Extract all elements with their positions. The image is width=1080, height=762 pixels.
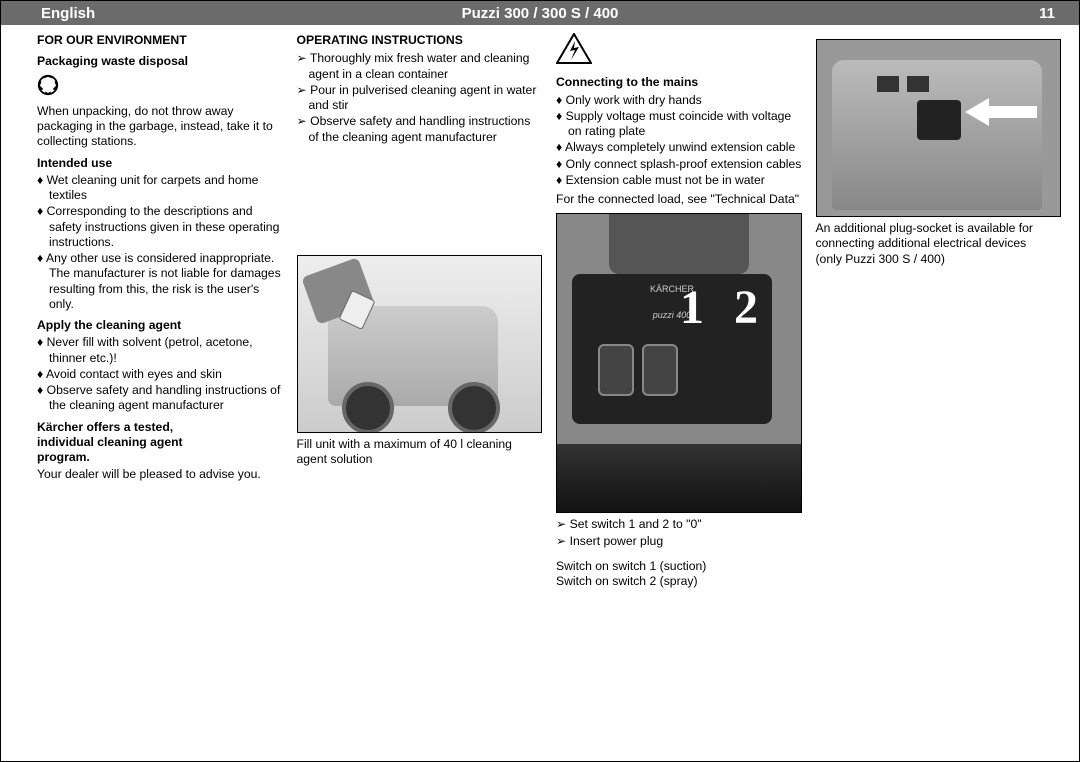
figure-plug-socket: [816, 39, 1062, 217]
figure-switches: KÄRCHER puzzi 400 1 2: [556, 213, 802, 513]
list-operating: Thoroughly mix fresh water and cleaning …: [297, 51, 543, 145]
switch-2: [642, 344, 678, 396]
list-item: Supply voltage must coincide with voltag…: [556, 109, 802, 140]
subtitle-packaging: Packaging waste disposal: [37, 54, 283, 69]
header-language: English: [41, 5, 95, 22]
manual-page: English Puzzi 300 / 300 S / 400 11 FOR O…: [0, 0, 1080, 762]
list-item: Corresponding to the descriptions and sa…: [37, 204, 283, 250]
section-operating-title: OPERATING INSTRUCTIONS: [297, 33, 543, 48]
list-item: Only work with dry hands: [556, 93, 802, 108]
electrical-warning-icon: [556, 54, 592, 68]
list-item: Avoid contact with eyes and skin: [37, 367, 283, 382]
text-models-only: (only Puzzi 300 S / 400): [816, 252, 1062, 267]
text-switch1: Switch on switch 1 (suction): [556, 559, 802, 574]
list-item: Observe safety and handling instructions…: [37, 383, 283, 414]
list-item: Observe safety and handling instructions…: [297, 114, 543, 145]
list-item: Thoroughly mix fresh water and cleaning …: [297, 51, 543, 82]
subtitle-mains: Connecting to the mains: [556, 75, 802, 90]
text-dealer: Your dealer will be pleased to advise yo…: [37, 467, 283, 482]
section-environment-title: FOR OUR ENVIRONMENT: [37, 33, 283, 48]
list-cleaning-agent: Never fill with solvent (petrol, acetone…: [37, 335, 283, 413]
subtitle-cleaning-agent: Apply the cleaning agent: [37, 318, 283, 333]
list-item: Set switch 1 and 2 to "0": [556, 517, 802, 532]
list-item: Only connect splash-proof extension cabl…: [556, 157, 802, 172]
list-intended-use: Wet cleaning unit for carpets and home t…: [37, 173, 283, 312]
text-packaging: When unpacking, do not throw away packag…: [37, 104, 283, 150]
text-switch2: Switch on switch 2 (spray): [556, 574, 802, 589]
list-switch-steps: Set switch 1 and 2 to "0" Insert power p…: [556, 517, 802, 549]
subtitle-program-2: individual cleaning agent: [37, 435, 283, 450]
list-item: Always completely unwind extension cable: [556, 140, 802, 155]
list-item: Wet cleaning unit for carpets and home t…: [37, 173, 283, 204]
header-page-number: 11: [1039, 5, 1055, 22]
switch-number-1: 1: [680, 278, 704, 338]
list-item: Extension cable must not be in water: [556, 173, 802, 188]
figure-fill-unit: [297, 255, 543, 433]
header-title: Puzzi 300 / 300 S / 400: [462, 5, 619, 22]
page-header: English Puzzi 300 / 300 S / 400 11: [1, 1, 1079, 25]
caption-fill-unit: Fill unit with a maximum of 40 l cleanin…: [297, 437, 543, 468]
list-item: Insert power plug: [556, 534, 802, 549]
text-plug-socket: An additional plug-socket is available f…: [816, 221, 1062, 252]
subtitle-program-3: program.: [37, 450, 283, 465]
recycle-icon: [37, 74, 59, 100]
text-technical-data: For the connected load, see "Technical D…: [556, 192, 802, 207]
subtitle-program-1: Kärcher offers a tested,: [37, 420, 283, 435]
content-columns: FOR OUR ENVIRONMENT Packaging waste disp…: [1, 25, 1079, 745]
switch-1: [598, 344, 634, 396]
subtitle-intended-use: Intended use: [37, 156, 283, 171]
list-item: Never fill with solvent (petrol, acetone…: [37, 335, 283, 366]
list-mains: Only work with dry hands Supply voltage …: [556, 93, 802, 189]
list-item: Pour in pulverised cleaning agent in wat…: [297, 83, 543, 114]
switch-number-2: 2: [734, 278, 758, 338]
list-item: Any other use is considered inappropriat…: [37, 251, 283, 312]
